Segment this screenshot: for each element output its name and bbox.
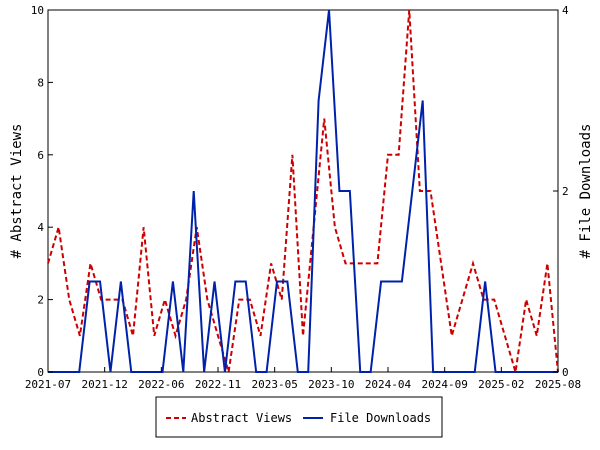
- x-tick-label-1: 2021-12: [81, 378, 127, 391]
- y-left-axis: 0 2 4 6 8 10: [31, 4, 53, 379]
- y-right-tick-label-2: 4: [562, 4, 569, 17]
- y-left-tick-label-4: 8: [37, 76, 44, 89]
- y-left-tick-label-1: 2: [37, 294, 44, 307]
- x-tick-label-5: 2023-10: [308, 378, 354, 391]
- plot-area: [47, 9, 559, 373]
- x-tick-label-4: 2023-05: [251, 378, 297, 391]
- x-tick-label-9: 2025-08: [535, 378, 581, 391]
- y-right-tick-label-0: 0: [562, 366, 569, 379]
- x-tick-label-2: 2022-06: [138, 378, 184, 391]
- series-line-file-downloads: [48, 9, 558, 373]
- x-tick-label-7: 2024-09: [421, 378, 467, 391]
- y-right-tick-label-1: 2: [562, 185, 569, 198]
- plot-frame: [47, 9, 559, 373]
- y-right-axis: 0 2 4: [553, 4, 569, 379]
- y-left-tick-label-3: 6: [37, 149, 44, 162]
- series-line-abstract-views: [47, 9, 559, 373]
- legend-label-file-downloads: File Downloads: [330, 411, 431, 425]
- x-axis: 2021-07 2021-12 2022-06 2022-11 2023-05 2023-…: [25, 367, 581, 391]
- series-layer: [47, 9, 559, 373]
- x-tick-label-3: 2022-11: [195, 378, 241, 391]
- y-left-axis-title: # Abstract Views: [9, 124, 25, 259]
- x-tick-label-8: 2025-02: [478, 378, 524, 391]
- legend: Abstract Views File Downloads: [155, 396, 443, 438]
- y-left-tick-label-0: 0: [37, 366, 44, 379]
- x-tick-label-0: 2021-07: [25, 378, 71, 391]
- legend-box: [155, 396, 443, 438]
- y-right-axis-title: # File Downloads: [578, 124, 594, 259]
- legend-label-abstract-views: Abstract Views: [191, 411, 292, 425]
- x-tick-label-6: 2024-04: [365, 378, 412, 391]
- y-left-tick-label-5: 10: [31, 4, 44, 17]
- y-left-tick-label-2: 4: [37, 221, 44, 234]
